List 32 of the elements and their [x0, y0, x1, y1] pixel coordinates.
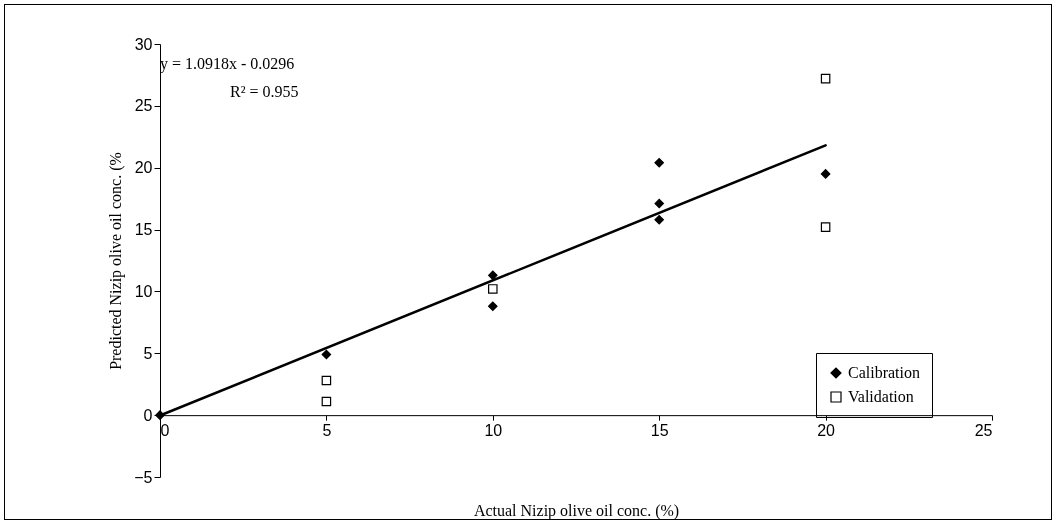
x-tick-label: 0 — [160, 421, 170, 439]
legend-label: Validation — [848, 388, 914, 405]
y-tick-label: 10 — [134, 282, 153, 300]
x-tick-label: 5 — [322, 421, 332, 439]
x-tick-label: 15 — [650, 421, 669, 439]
point — [488, 270, 498, 281]
point — [321, 396, 332, 407]
y-axis-title: Predicted Nizip olive oil conc. (% — [107, 152, 126, 370]
point — [820, 222, 831, 232]
y-tick-label: 0 — [143, 406, 153, 424]
y-tick-label: −5 — [134, 468, 153, 486]
legend-label: Calibration — [848, 364, 920, 381]
x-axis-title: Actual Nizip olive oil conc. (%) — [473, 501, 680, 520]
point — [820, 169, 831, 179]
point — [321, 349, 332, 360]
x-tick-label: 20 — [817, 421, 836, 439]
point — [321, 375, 332, 386]
annotation: y = 1.0918x - 0.0296 — [160, 55, 295, 73]
point — [488, 301, 498, 312]
y-tick-label: 25 — [134, 97, 153, 115]
point — [820, 73, 831, 84]
annotation: R² = 0.955 — [230, 83, 299, 100]
point — [654, 214, 664, 225]
x-tick-label: 25 — [974, 421, 993, 439]
y-tick-label: 20 — [134, 159, 153, 177]
point — [488, 284, 498, 294]
y-tick-label: 30 — [134, 35, 153, 53]
point — [654, 198, 664, 209]
y-tick-label: 15 — [134, 221, 153, 239]
y-tick-label: 5 — [143, 344, 153, 362]
x-tick-label: 10 — [484, 421, 503, 439]
point — [654, 157, 664, 168]
